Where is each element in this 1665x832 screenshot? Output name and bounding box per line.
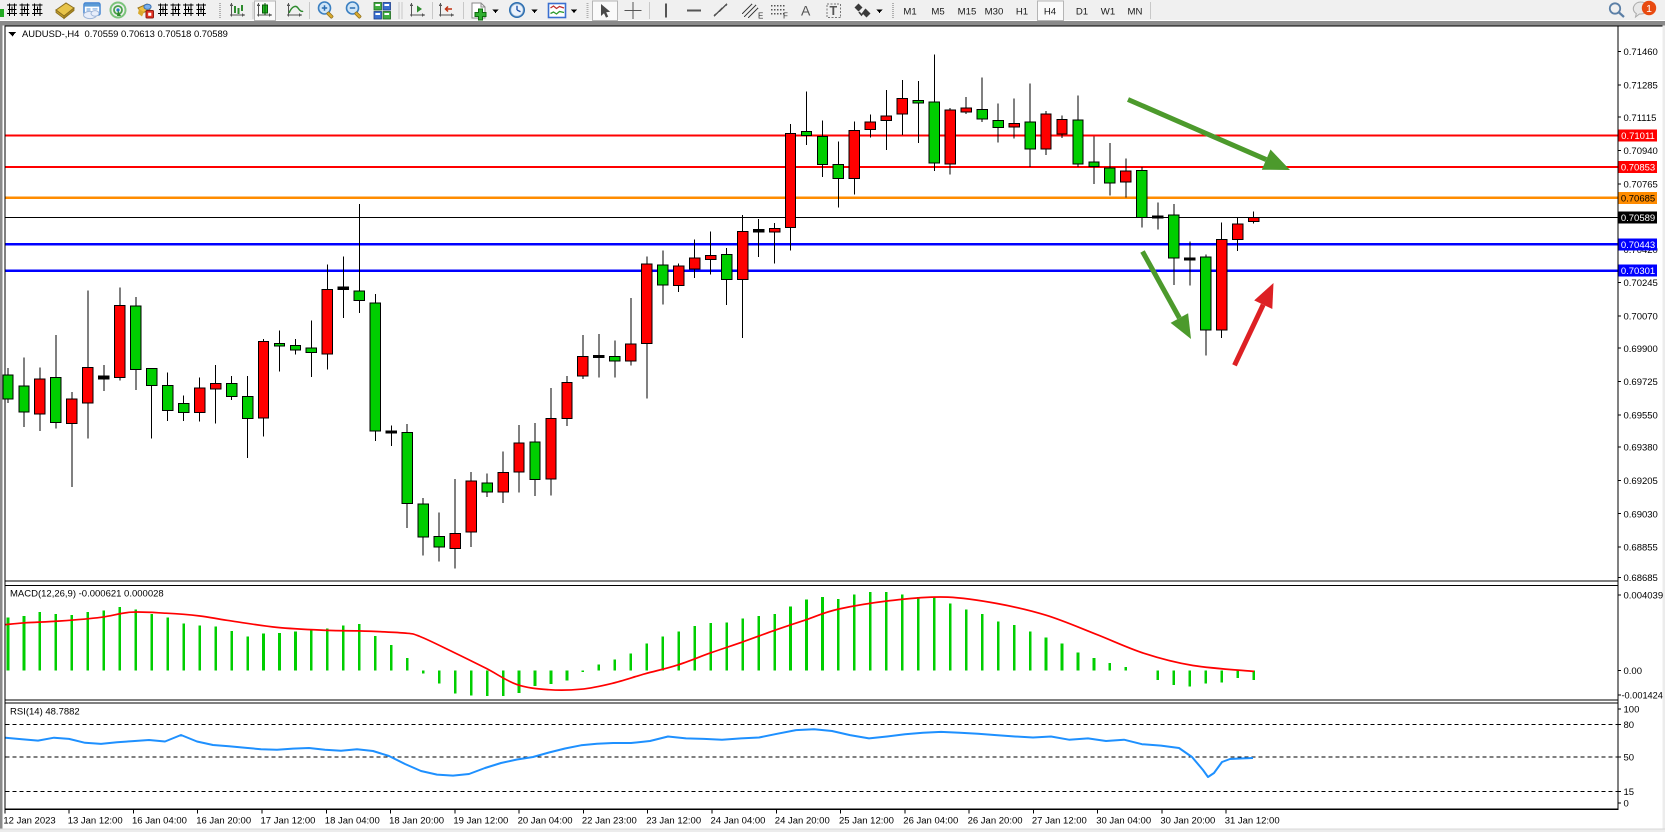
- svg-text:0.70420: 0.70420: [1624, 245, 1658, 256]
- svg-text:0.70940: 0.70940: [1624, 146, 1658, 157]
- svg-text:18 Jan 04:00: 18 Jan 04:00: [325, 816, 380, 827]
- svg-text:A: A: [801, 3, 811, 19]
- svg-text:24 Jan 04:00: 24 Jan 04:00: [711, 816, 766, 827]
- svg-text:0.71285: 0.71285: [1624, 81, 1658, 92]
- svg-text:W1: W1: [1101, 6, 1115, 17]
- svg-text:M1: M1: [903, 6, 916, 17]
- svg-text:26 Jan 20:00: 26 Jan 20:00: [968, 816, 1023, 827]
- svg-text:1: 1: [1646, 3, 1652, 15]
- svg-text:MN: MN: [1128, 6, 1143, 17]
- svg-text:30 Jan 20:00: 30 Jan 20:00: [1160, 816, 1215, 827]
- svg-text:30 Jan 04:00: 30 Jan 04:00: [1096, 816, 1151, 827]
- svg-text:0.69550: 0.69550: [1624, 410, 1658, 421]
- svg-text:26 Jan 04:00: 26 Jan 04:00: [903, 816, 958, 827]
- svg-text:M30: M30: [985, 6, 1004, 17]
- svg-text:E: E: [758, 12, 763, 21]
- svg-text:31 Jan 12:00: 31 Jan 12:00: [1225, 816, 1280, 827]
- svg-text:0.69900: 0.69900: [1624, 344, 1658, 355]
- svg-text:M5: M5: [931, 6, 944, 17]
- svg-text:80: 80: [1624, 720, 1635, 731]
- svg-text:0.70853: 0.70853: [1621, 162, 1655, 173]
- svg-text:T: T: [830, 4, 838, 18]
- svg-text:0.70301: 0.70301: [1621, 266, 1655, 277]
- svg-text:0.68855: 0.68855: [1624, 543, 1658, 554]
- svg-text:0.71460: 0.71460: [1624, 47, 1658, 58]
- svg-text:20 Jan 04:00: 20 Jan 04:00: [518, 816, 573, 827]
- svg-text:RSI(14) 48.7882: RSI(14) 48.7882: [10, 707, 80, 718]
- svg-text:0.71011: 0.71011: [1621, 131, 1655, 142]
- svg-text:0.70685: 0.70685: [1621, 193, 1655, 204]
- svg-text:24 Jan 20:00: 24 Jan 20:00: [775, 816, 830, 827]
- svg-text:27 Jan 12:00: 27 Jan 12:00: [1032, 816, 1087, 827]
- svg-text:0.70589: 0.70589: [1621, 213, 1655, 224]
- svg-text:-0.001424: -0.001424: [1622, 691, 1663, 701]
- svg-text:16 Jan 20:00: 16 Jan 20:00: [196, 816, 251, 827]
- svg-text:100: 100: [1624, 705, 1640, 716]
- svg-text:0.69030: 0.69030: [1624, 509, 1658, 520]
- svg-text:0.70070: 0.70070: [1624, 312, 1658, 323]
- svg-text:H1: H1: [1016, 6, 1028, 17]
- svg-text:17 Jan 12:00: 17 Jan 12:00: [261, 816, 316, 827]
- svg-text:0.00: 0.00: [1624, 666, 1643, 677]
- svg-text:H4: H4: [1044, 6, 1057, 17]
- svg-text:0: 0: [1624, 798, 1629, 809]
- svg-text:D1: D1: [1076, 6, 1088, 17]
- svg-text:0.69380: 0.69380: [1624, 443, 1658, 454]
- svg-text:23 Jan 12:00: 23 Jan 12:00: [646, 816, 701, 827]
- svg-text:22 Jan 23:00: 22 Jan 23:00: [582, 816, 637, 827]
- svg-text:0.69725: 0.69725: [1624, 377, 1658, 388]
- svg-text:25 Jan 12:00: 25 Jan 12:00: [839, 816, 894, 827]
- svg-text:0.70765: 0.70765: [1624, 179, 1658, 190]
- svg-text:16 Jan 04:00: 16 Jan 04:00: [132, 816, 187, 827]
- svg-text:19 Jan 12:00: 19 Jan 12:00: [453, 816, 508, 827]
- svg-text:13 Jan 12:00: 13 Jan 12:00: [68, 816, 123, 827]
- svg-text:15: 15: [1624, 787, 1635, 798]
- svg-text:MACD(12,26,9) -0.000621 0.0000: MACD(12,26,9) -0.000621 0.000028: [10, 589, 164, 600]
- svg-text:0.71115: 0.71115: [1624, 113, 1657, 124]
- svg-text:M15: M15: [958, 6, 977, 17]
- svg-text:50: 50: [1624, 753, 1635, 764]
- svg-text:0.70245: 0.70245: [1624, 278, 1658, 289]
- svg-text:0.70443: 0.70443: [1621, 240, 1655, 251]
- svg-text:0.69205: 0.69205: [1624, 476, 1658, 487]
- svg-text:F: F: [783, 12, 788, 21]
- svg-text:18 Jan 20:00: 18 Jan 20:00: [389, 816, 444, 827]
- svg-text:0.68685: 0.68685: [1624, 573, 1658, 584]
- svg-text:0.004039: 0.004039: [1624, 591, 1664, 602]
- svg-text:AUDUSD-,H4 0.70559 0.70613 0.: AUDUSD-,H4 0.70559 0.70613 0.70518 0.705…: [22, 28, 228, 39]
- svg-text:12 Jan 2023: 12 Jan 2023: [3, 816, 55, 827]
